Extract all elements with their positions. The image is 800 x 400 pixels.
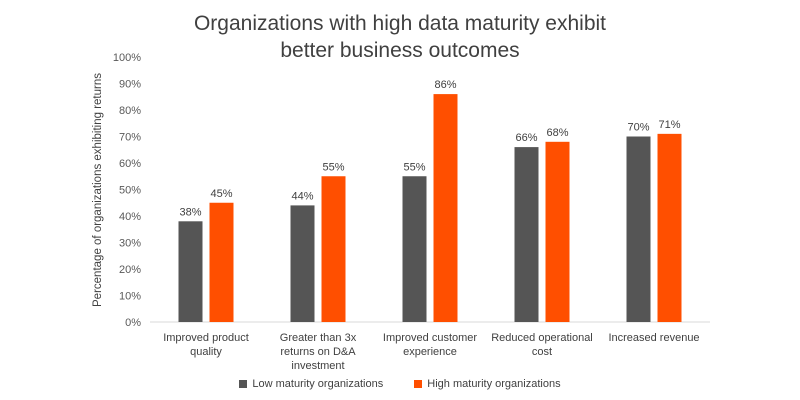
x-category-label-line: Improved customer — [383, 332, 477, 344]
chart-title-line-2: better business outcomes — [280, 39, 520, 62]
x-category-label: Improved product quality — [163, 332, 249, 358]
high-maturity-bar — [545, 141, 570, 322]
y-axis-label: Percentage of organizations exhibiting r… — [92, 73, 104, 307]
x-category-label-line: Increased revenue — [608, 332, 699, 344]
low-maturity-bar — [626, 136, 651, 322]
data-label: 44% — [291, 190, 313, 202]
low-maturity-bar — [514, 147, 539, 322]
x-category-label: Improved customer experience — [383, 332, 477, 358]
x-category-label-line: investment — [291, 360, 344, 372]
data-label: 70% — [627, 122, 649, 134]
data-label: 55% — [322, 161, 344, 173]
y-tick-label: 30% — [119, 238, 141, 250]
x-category-label-line: returns on D&A — [280, 346, 356, 358]
chart-title-line-1: Organizations with high data maturity ex… — [193, 12, 607, 35]
low-maturity-bar — [402, 176, 427, 322]
y-tick-label: 60% — [119, 158, 141, 170]
y-tick-label: 50% — [119, 185, 141, 197]
x-category-label-line: quality — [190, 346, 222, 358]
x-category-label: Reduced operational cost — [491, 332, 593, 358]
low-maturity-bar — [290, 205, 315, 322]
y-tick-label: 40% — [119, 211, 141, 223]
data-label: 68% — [546, 127, 568, 139]
y-axis-ticks: 0% 10% 20% 30% 40% 50% 60% 70% 80% 90% 100% — [113, 52, 141, 329]
y-tick-label: 0% — [125, 317, 141, 329]
high-maturity-bar — [321, 176, 346, 322]
legend-item-low: Low maturity organizations — [239, 378, 383, 390]
legend-label-high: High maturity organizations — [427, 378, 561, 391]
legend-item-high: High maturity organizations — [414, 378, 561, 391]
y-tick-label: 80% — [119, 105, 141, 117]
y-tick-label: 100% — [113, 52, 141, 64]
x-category-label: Increased revenue — [608, 332, 699, 344]
x-category-label-line: Reduced operational — [491, 332, 593, 344]
x-category-label-line: experience — [403, 346, 457, 358]
high-maturity-bar — [433, 94, 458, 322]
x-category-label-line: Improved product — [163, 332, 249, 344]
x-category-label: Greater than 3x returns on D&A investment — [280, 332, 357, 372]
high-maturity-bar — [657, 133, 682, 322]
data-label: 38% — [179, 206, 201, 218]
bars: 38% 45% 44% 55% 55% 86% 66% 68% 70% 71% — [178, 79, 682, 322]
low-maturity-bar — [178, 221, 203, 322]
y-tick-label: 90% — [119, 79, 141, 91]
data-label: 45% — [210, 188, 232, 200]
y-tick-label: 10% — [119, 291, 141, 303]
legend-label-low: Low maturity organizations — [252, 378, 384, 391]
data-label: 55% — [403, 161, 425, 173]
legend: Low maturity organizations High maturity… — [0, 378, 800, 390]
y-tick-label: 20% — [119, 264, 141, 276]
legend-swatch-high — [414, 380, 423, 389]
data-label: 66% — [515, 132, 537, 144]
y-tick-label: 70% — [119, 132, 141, 144]
x-category-label-line: cost — [532, 346, 552, 358]
data-label: 71% — [658, 119, 680, 131]
data-label: 86% — [434, 79, 456, 91]
x-category-label-line: Greater than 3x — [280, 332, 357, 344]
chart-title: Organizations with high data maturity ex… — [0, 10, 800, 64]
category-labels: Improved product quality Greater than 3x re… — [163, 332, 699, 372]
high-maturity-bar — [209, 202, 234, 322]
legend-swatch-low — [239, 380, 248, 389]
